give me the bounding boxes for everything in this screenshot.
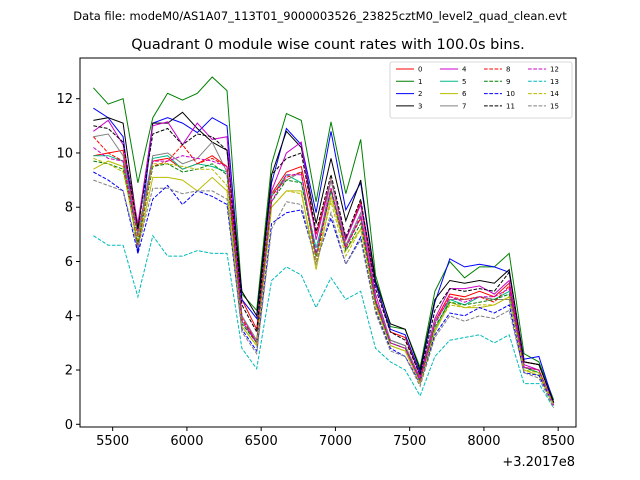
series-line-1 [93,76,555,401]
plot-area [79,57,577,428]
y-tick-label: 4 [65,309,73,324]
series-line-12 [93,147,555,406]
legend-label-2: 2 [418,90,422,98]
series-line-2 [93,107,555,403]
series-layer [93,76,555,409]
x-tick-label: 5500 [96,434,129,449]
legend-label-9: 9 [506,78,510,86]
legend-label-8: 8 [506,66,510,74]
plot-frame [79,57,577,428]
legend-label-1: 1 [418,78,422,86]
legend-label-3: 3 [418,102,422,110]
series-line-4 [93,119,555,406]
x-tick-label: 7500 [393,434,426,449]
x-tick-label: 6500 [245,434,278,449]
x-tick-label: 8500 [542,434,575,449]
legend-label-7: 7 [462,102,466,110]
legend-box [389,61,573,119]
series-line-11 [93,125,555,403]
y-tick-label: 6 [65,255,73,270]
legend-label-4: 4 [462,66,467,74]
x-tick-label: 6000 [170,434,203,449]
y-axis: 0 2 4 6 8 10 12 [56,92,80,433]
legend-label-0: 0 [418,66,422,74]
y-tick-label: 0 [65,418,73,433]
y-tick-label: 8 [65,201,73,216]
legend-label-14: 14 [550,90,559,98]
legend-label-6: 6 [462,90,467,98]
y-tick-label: 2 [65,364,73,379]
legend-label-10: 10 [506,90,515,98]
series-line-13 [93,234,555,409]
series-line-0 [93,149,555,403]
legend-label-12: 12 [550,66,559,74]
legend-label-5: 5 [462,78,466,86]
y-tick-label: 12 [56,92,73,107]
series-line-15 [93,179,555,409]
y-tick-label: 10 [56,146,73,161]
x-offset-label: +3.2017e8 [502,455,575,470]
chart-title: Quadrant 0 module wise count rates with … [131,37,525,53]
legend-label-15: 15 [550,102,559,110]
x-tick-label: 7000 [319,434,352,449]
x-tick-label: 8000 [467,434,500,449]
legend-label-13: 13 [550,78,559,86]
x-axis: 5500 6000 6500 7000 7500 8000 8500 [96,427,575,449]
series-line-3 [93,111,555,403]
legend-label-11: 11 [506,102,515,110]
figure-suptitle: Data file: modeM0/AS1A07_113T01_90000035… [73,9,567,23]
series-line-14 [93,157,555,406]
